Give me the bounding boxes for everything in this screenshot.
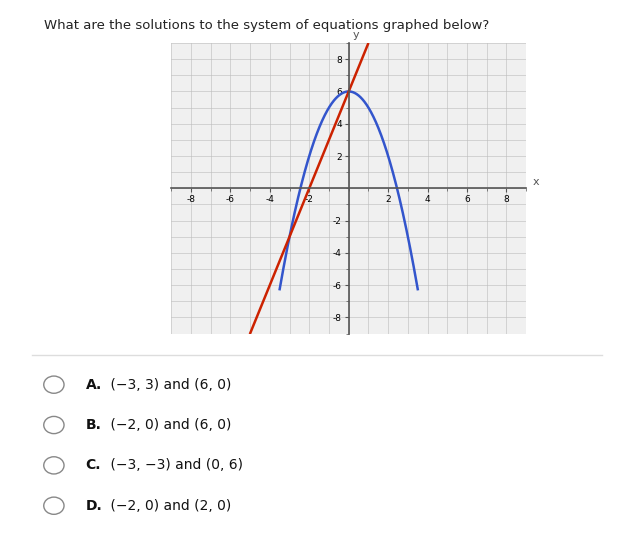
Text: What are the solutions to the system of equations graphed below?: What are the solutions to the system of … — [44, 19, 489, 32]
Text: (−2, 0) and (2, 0): (−2, 0) and (2, 0) — [106, 499, 231, 513]
Text: (−2, 0) and (6, 0): (−2, 0) and (6, 0) — [106, 418, 231, 432]
Text: y: y — [353, 30, 359, 40]
Text: B.: B. — [86, 418, 101, 432]
Text: A.: A. — [86, 378, 102, 392]
Text: x: x — [533, 177, 540, 187]
Text: D.: D. — [86, 499, 102, 513]
Text: (−3, −3) and (0, 6): (−3, −3) and (0, 6) — [106, 458, 243, 472]
Text: (−3, 3) and (6, 0): (−3, 3) and (6, 0) — [106, 378, 231, 392]
Text: C.: C. — [86, 458, 101, 472]
